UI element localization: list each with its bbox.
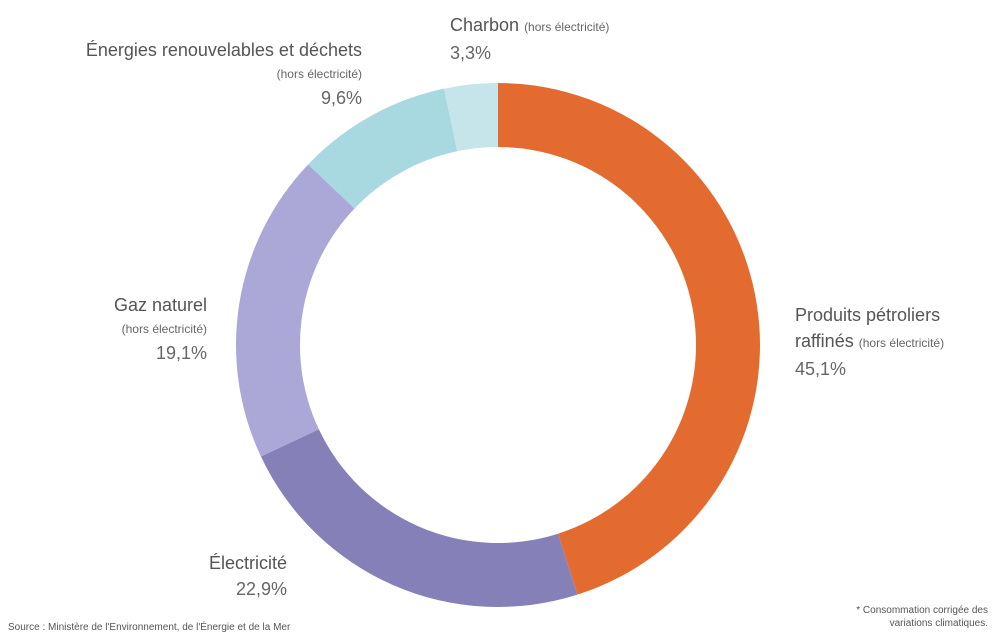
category-label: Gaz naturel [113, 295, 207, 315]
category-label: Charbon [450, 15, 520, 35]
slice-label: Énergies renouvelables et déchets (hors é… [2, 37, 362, 111]
value-label: 3,3% [450, 43, 492, 63]
category-label: Électricité [208, 553, 287, 573]
value-label: 19,1% [155, 343, 207, 363]
category-label: Énergies renouvelables et déchets [85, 40, 362, 60]
donut-slice [260, 429, 578, 607]
donut-slice [308, 88, 458, 209]
value-label: 22,9% [235, 579, 287, 599]
qualifier-label: (hors électricité) [276, 67, 362, 81]
slice-label: Charbon (hors électricité) 3,3% [450, 12, 710, 66]
donut-slice [235, 164, 355, 457]
value-label: 9,6% [320, 88, 362, 108]
qualifier-label: (hors électricité) [524, 20, 610, 34]
qualifier-label: (hors électricité) [121, 322, 207, 336]
note: * Consommation corrigée des variations c… [856, 605, 988, 629]
donut-slice [498, 83, 760, 595]
source: Source : Ministère de l'Environnement, d… [8, 622, 291, 633]
slice-label: Produits pétroliers raffinés (hors élect… [795, 302, 993, 382]
qualifier-label: (hors électricité) [858, 336, 945, 350]
donut-slice [444, 83, 498, 152]
slice-label: Électricité 22,9% [87, 550, 287, 602]
slice-label: Gaz naturel (hors électricité) 19,1% [7, 292, 207, 366]
value-label: 45,1% [795, 359, 847, 379]
category-label: Produits pétroliers raffinés [795, 305, 941, 351]
